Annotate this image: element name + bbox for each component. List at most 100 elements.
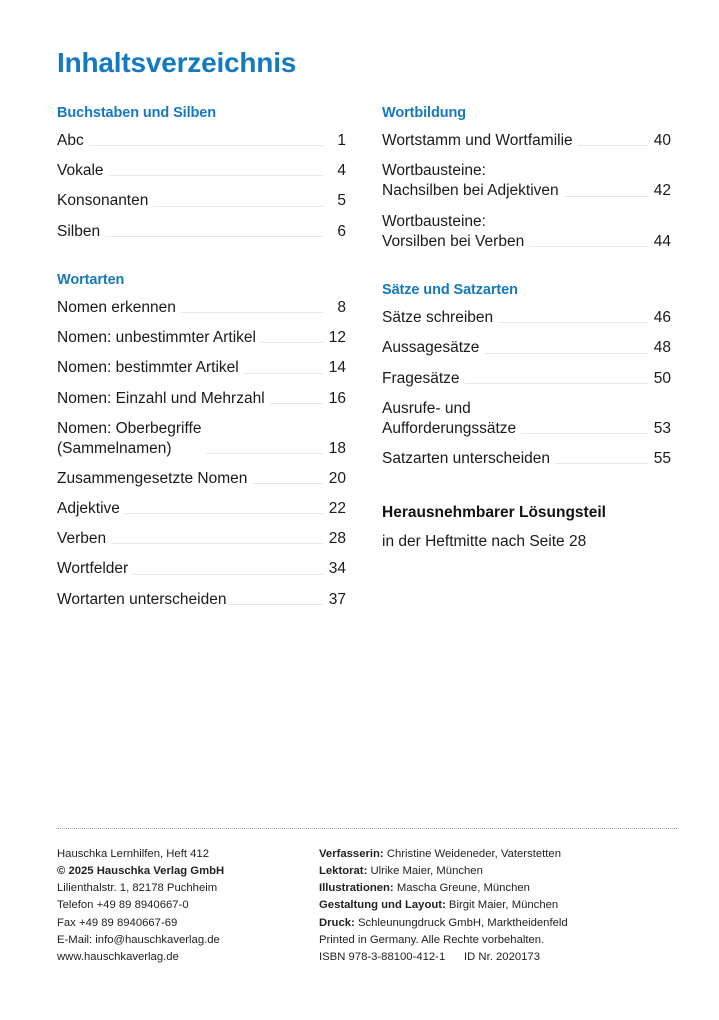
toc-entry[interactable]: Sätze schreiben 46 (382, 308, 671, 328)
leader-dots (108, 175, 323, 177)
toc-entry[interactable]: Wortstamm und Wortfamilie 40 (382, 131, 671, 151)
toc-entry-label: Konsonanten (57, 192, 149, 210)
credit-verfasserin-label: Verfasserin: (319, 848, 384, 860)
toc-entry-page: 34 (328, 560, 346, 578)
leader-dots (206, 452, 323, 454)
section-wortarten: Wortarten Nomen erkennen 8 Nomen: unbest… (57, 272, 346, 610)
publisher-address: Hauschka Lernhilfen, Heft 412 © 2025 Hau… (57, 846, 319, 966)
leader-dots (261, 342, 323, 344)
toc-entry[interactable]: Fragesätze 50 (382, 369, 671, 389)
toc-entry-page: 6 (337, 222, 346, 240)
toc-entry[interactable]: Zusammengesetzte Nomen 20 (57, 469, 346, 489)
section-heading: Wortarten (57, 271, 125, 288)
loesungsteil-title: Herausnehmbarer Lösungsteil (382, 504, 606, 522)
leader-dots (180, 312, 323, 314)
leader-dots (577, 145, 648, 147)
loesungsteil-text: in der Heftmitte nach Seite 28 (382, 533, 587, 551)
toc-entry[interactable]: Wortbausteine: Nachsilben bei Adjektiven… (382, 161, 671, 201)
toc-entry-label: Verben (57, 530, 107, 548)
toc-entry-label: Abc (57, 132, 84, 150)
toc-entry[interactable]: Konsonanten 5 (57, 191, 346, 211)
toc-entry-label: Nomen: Einzahl und Mehrzahl (57, 389, 265, 407)
credit-druck: Druck: Schleunungdruck GmbH, Marktheiden… (319, 915, 677, 932)
leader-dots (124, 513, 323, 515)
leader-dots (252, 483, 323, 485)
toc-columns: Buchstaben und Silben Abc 1 Vokale 4 Kon… (57, 105, 671, 610)
toc-entry[interactable]: Ausrufe- und Aufforderungssätze 53 (382, 399, 671, 439)
toc-entry-label: Wortbausteine: Nachsilben bei Adjektiven (382, 162, 559, 200)
toc-entry[interactable]: Nomen: unbestimmter Artikel 12 (57, 328, 346, 348)
toc-entry[interactable]: Verben 28 (57, 529, 346, 549)
toc-entry-page: 16 (328, 389, 346, 407)
toc-entry-label: Wortarten unterscheiden (57, 590, 227, 608)
leader-dots (105, 235, 323, 237)
toc-entry[interactable]: Nomen: Oberbegriffe (Sammelnamen) 18 (57, 419, 346, 459)
toc-entry[interactable]: Nomen erkennen 8 (57, 298, 346, 318)
toc-entry-page: 22 (328, 500, 346, 518)
toc-entry-page: 46 (653, 309, 671, 327)
leader-dots (498, 322, 648, 324)
toc-entry[interactable]: Adjektive 22 (57, 499, 346, 519)
toc-entry-page: 40 (653, 132, 671, 150)
footer-divider (57, 828, 677, 829)
toc-entry[interactable]: Vokale 4 (57, 161, 346, 181)
leader-dots (521, 432, 648, 434)
isbn-row: ISBN 978-3-88100-412-1 ID Nr. 2020173 (319, 949, 677, 966)
credit-verfasserin: Verfasserin: Christine Weideneder, Vater… (319, 846, 677, 863)
toc-entry[interactable]: Nomen: bestimmter Artikel 14 (57, 358, 346, 378)
credit-druck-value: Schleunungdruck GmbH, Marktheidenfeld (357, 916, 568, 929)
section-heading: Wortbildung (382, 104, 466, 121)
leader-dots (133, 573, 323, 575)
toc-entry[interactable]: Nomen: Einzahl und Mehrzahl 16 (57, 389, 346, 409)
toc-entry-label: Aussagesätze (382, 339, 480, 357)
credit-verfasserin-value: Christine Weideneder, Vaterstetten (386, 848, 561, 860)
credit-illustrationen: Illustrationen: Mascha Greune, München (319, 880, 677, 897)
toc-entry-label: Fragesätze (382, 369, 460, 387)
imprint-email: E-Mail: info@hauschkaverlag.de (57, 933, 220, 946)
leader-dots (153, 205, 323, 207)
leader-dots (88, 145, 323, 147)
toc-entry-label: Satzarten unterscheiden (382, 449, 551, 467)
toc-entry-page: 14 (328, 359, 346, 377)
imprint-copyright: © 2025 Hauschka Verlag GmbH (57, 865, 225, 878)
toc-entry[interactable]: Silben 6 (57, 222, 346, 242)
toc-entry-page: 1 (337, 132, 346, 150)
footer-columns: Hauschka Lernhilfen, Heft 412 © 2025 Hau… (57, 846, 677, 966)
section-heading: Sätze und Satzarten (382, 281, 518, 298)
leader-dots (563, 195, 648, 197)
toc-entry[interactable]: Abc 1 (57, 131, 346, 151)
credit-druck-label: Druck: (319, 916, 355, 929)
toc-entry-label: Silben (57, 222, 101, 240)
toc-entry-page: 55 (653, 449, 671, 467)
leader-dots (111, 543, 323, 545)
toc-entry-label: Zusammengesetzte Nomen (57, 469, 248, 487)
toc-entry-page: 50 (653, 369, 671, 387)
isbn-number: ISBN 978-3-88100-412-1 (319, 950, 446, 963)
toc-entry-label: Nomen: Oberbegriffe (Sammelnamen) (57, 419, 202, 457)
toc-entry[interactable]: Wortbausteine: Vorsilben bei Verben 44 (382, 212, 671, 252)
toc-entry[interactable]: Aussagesätze 48 (382, 338, 671, 358)
toc-entry-page: 5 (337, 192, 346, 210)
leader-dots (529, 245, 648, 247)
leader-dots (243, 372, 323, 374)
toc-entry[interactable]: Wortarten unterscheiden 37 (57, 590, 346, 610)
toc-entry-label: Sätze schreiben (382, 309, 494, 327)
toc-entry-label: Vokale (57, 162, 104, 180)
toc-entry[interactable]: Wortfelder 34 (57, 559, 346, 579)
leader-dots (484, 352, 648, 354)
toc-entry-label: Nomen: unbestimmter Artikel (57, 329, 256, 347)
toc-entry[interactable]: Satzarten unterscheiden 55 (382, 449, 671, 469)
imprint-website: www.hauschkaverlag.de (57, 950, 179, 963)
credit-illustrationen-value: Mascha Greune, München (396, 882, 530, 895)
page-title: Inhaltsverzeichnis (57, 47, 297, 78)
toc-entry-page: 44 (653, 232, 671, 250)
section-heading: Buchstaben und Silben (57, 104, 217, 121)
toc-left-column: Buchstaben und Silben Abc 1 Vokale 4 Kon… (57, 105, 346, 610)
credit-printed: Printed in Germany. Alle Rechte vorbehal… (319, 933, 545, 946)
toc-entry-page: 28 (328, 530, 346, 548)
credit-gestaltung-label: Gestaltung und Layout: (319, 899, 446, 912)
toc-entry-label: Nomen erkennen (57, 299, 176, 317)
toc-right-column: Wortbildung Wortstamm und Wortfamilie 40… (382, 105, 671, 553)
toc-entry-page: 37 (328, 590, 346, 608)
leader-dots (269, 402, 323, 404)
